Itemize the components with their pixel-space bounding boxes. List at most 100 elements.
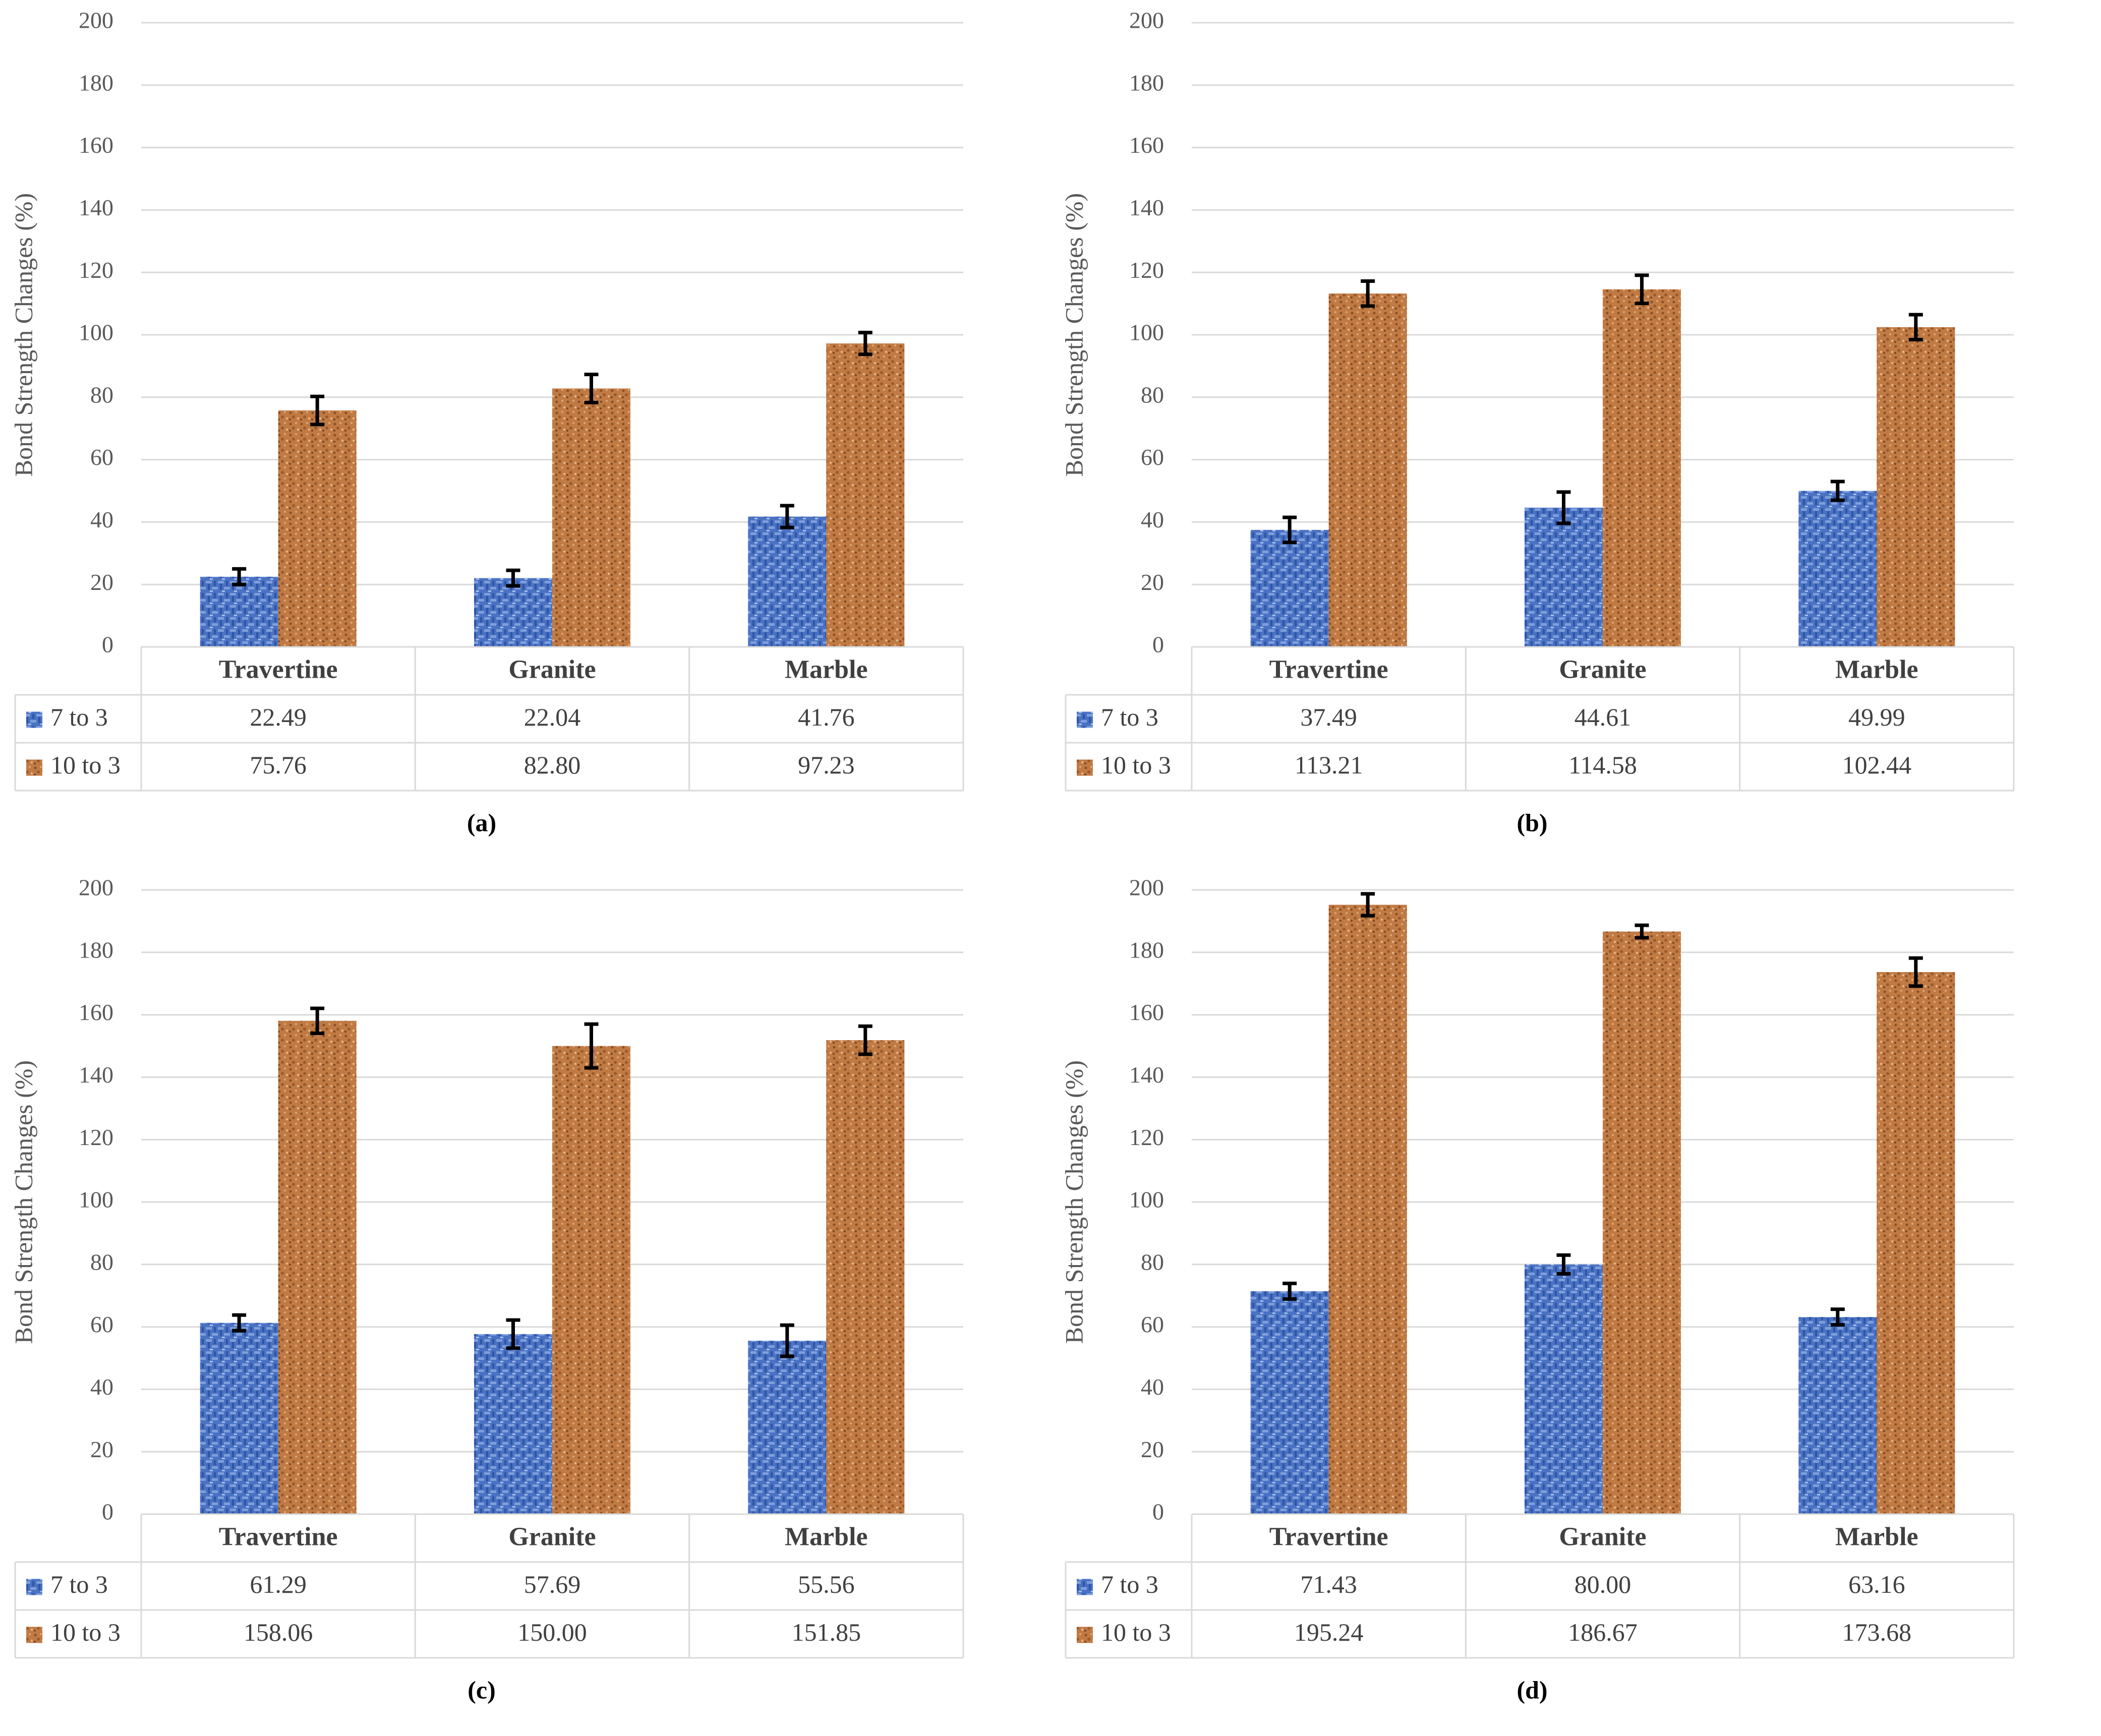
- y-tick-label: 80: [1141, 382, 1164, 407]
- panel-subtitle: (b): [1516, 808, 1547, 836]
- category-label: Travertine: [219, 655, 338, 684]
- legend-swatch-10to3: [1077, 1627, 1093, 1643]
- bar-10to3: [278, 410, 357, 647]
- y-tick-label: 180: [79, 937, 113, 963]
- y-tick-label: 120: [79, 257, 113, 283]
- bar-7to3: [748, 516, 827, 647]
- y-tick-label: 200: [1129, 8, 1164, 33]
- legend-label: 7 to 3: [50, 703, 108, 731]
- legend-swatch-7to3: [26, 1579, 42, 1595]
- bar-7to3: [1525, 1264, 1603, 1514]
- category-label: Granite: [1559, 655, 1646, 684]
- bar-7to3: [474, 1334, 552, 1514]
- y-tick-label: 140: [79, 1062, 113, 1088]
- legend-label: 7 to 3: [50, 1570, 108, 1598]
- data-value-cell: 173.68: [1842, 1618, 1912, 1646]
- data-value-cell: 113.21: [1295, 751, 1363, 779]
- data-value-cell: 71.43: [1300, 1570, 1357, 1598]
- y-tick-label: 140: [1129, 195, 1164, 220]
- y-tick-label: 180: [1129, 937, 1164, 963]
- legend-swatch-10to3: [26, 759, 42, 776]
- panel-subtitle: (c): [468, 1675, 496, 1704]
- y-tick-label: 60: [1141, 1311, 1164, 1337]
- y-tick-label: 40: [1141, 1374, 1164, 1400]
- legend-label: 7 to 3: [1101, 703, 1158, 731]
- y-tick-label: 180: [1129, 70, 1164, 95]
- bar-10to3: [1328, 905, 1407, 1514]
- legend-label: 10 to 3: [1101, 1618, 1171, 1646]
- bar-10to3: [1603, 931, 1681, 1514]
- y-tick-label: 100: [1129, 1187, 1164, 1213]
- bar-7to3: [1525, 507, 1603, 647]
- bar-10to3: [1603, 289, 1681, 647]
- y-tick-label: 140: [79, 195, 113, 220]
- chart-svg-a: 0 20 40 60 80 100 120 140 160 180 200 Bond Strength…: [9, 8, 964, 836]
- data-value-cell: 55.56: [798, 1570, 855, 1598]
- data-value-cell: 150.00: [517, 1618, 587, 1646]
- y-axis-label: Bond Strength Changes (%): [1060, 193, 1088, 476]
- chart-svg-c: 0 20 40 60 80 100 120 140 160 180 200 Bond Strength…: [9, 875, 964, 1704]
- y-tick-label: 40: [90, 507, 113, 532]
- panel-subtitle: (a): [467, 808, 496, 836]
- legend-label: 10 to 3: [1101, 751, 1171, 779]
- y-tick-label: 100: [1129, 320, 1164, 345]
- bar-7to3: [1798, 1317, 1877, 1514]
- bar-10to3: [1877, 972, 1955, 1514]
- legend-swatch-7to3: [1077, 711, 1093, 728]
- y-axis-label: Bond Strength Changes (%): [1060, 1060, 1088, 1344]
- bar-10to3: [278, 1021, 357, 1514]
- chart-panel-d: 0 20 40 60 80 100 120 140 160 180 200 Bond Strength…: [1050, 867, 2099, 1724]
- y-tick-label: 60: [90, 444, 113, 470]
- legend-label: 7 to 3: [1101, 1570, 1158, 1598]
- legend-label: 10 to 3: [50, 751, 121, 779]
- bar-7to3: [1798, 491, 1877, 647]
- y-axis-label: Bond Strength Changes (%): [9, 1060, 37, 1344]
- y-tick-label: 160: [1129, 999, 1164, 1025]
- y-tick-label: 60: [1141, 444, 1164, 470]
- y-tick-label: 80: [90, 382, 113, 407]
- data-value-cell: 151.85: [792, 1618, 861, 1646]
- y-tick-label: 160: [79, 132, 113, 158]
- y-tick-label: 40: [1141, 507, 1164, 532]
- data-value-cell: 41.76: [798, 703, 855, 731]
- data-value-cell: 114.58: [1568, 751, 1637, 779]
- data-value-cell: 22.04: [524, 703, 581, 731]
- panel-subtitle: (d): [1516, 1675, 1547, 1704]
- y-tick-label: 140: [1129, 1062, 1164, 1088]
- y-tick-label: 0: [102, 1499, 113, 1525]
- chart-svg-b: 0 20 40 60 80 100 120 140 160 180 200 Bond Strength…: [1060, 8, 2015, 836]
- data-value-cell: 49.99: [1848, 703, 1905, 731]
- y-axis-label: Bond Strength Changes (%): [9, 193, 37, 476]
- y-tick-label: 200: [79, 8, 113, 33]
- y-tick-label: 20: [90, 569, 113, 595]
- y-tick-label: 80: [1141, 1249, 1164, 1275]
- y-tick-label: 20: [1141, 1436, 1164, 1462]
- data-value-cell: 195.24: [1294, 1618, 1364, 1646]
- y-tick-label: 60: [90, 1311, 113, 1337]
- data-value-cell: 75.76: [250, 751, 307, 779]
- chart-svg-d: 0 20 40 60 80 100 120 140 160 180 200 Bond Strength…: [1060, 875, 2015, 1704]
- bar-7to3: [474, 578, 552, 647]
- bar-7to3: [1250, 1291, 1329, 1514]
- data-value-cell: 57.69: [524, 1570, 581, 1598]
- chart-panel-b: 0 20 40 60 80 100 120 140 160 180 200 Bond Strength…: [1050, 0, 2099, 857]
- data-value-cell: 97.23: [798, 751, 855, 779]
- category-label: Travertine: [1269, 1522, 1388, 1551]
- chart-panel-a: 0 20 40 60 80 100 120 140 160 180 200 Bond Strength…: [0, 0, 1049, 857]
- y-tick-label: 160: [1129, 132, 1164, 158]
- bar-7to3: [200, 1323, 278, 1514]
- bar-10to3: [552, 1046, 630, 1514]
- category-label: Marble: [785, 655, 868, 684]
- data-value-cell: 22.49: [250, 703, 307, 731]
- data-value-cell: 61.29: [250, 1570, 307, 1598]
- category-label: Granite: [1559, 1522, 1646, 1551]
- legend-swatch-10to3: [1077, 759, 1093, 776]
- y-tick-label: 100: [79, 320, 113, 345]
- category-label: Marble: [1835, 1522, 1918, 1551]
- data-value-cell: 82.80: [524, 751, 581, 779]
- legend-swatch-7to3: [26, 711, 42, 728]
- y-tick-label: 200: [79, 875, 113, 901]
- data-value-cell: 186.67: [1568, 1618, 1638, 1646]
- bar-10to3: [1877, 327, 1955, 647]
- y-tick-label: 160: [79, 999, 113, 1025]
